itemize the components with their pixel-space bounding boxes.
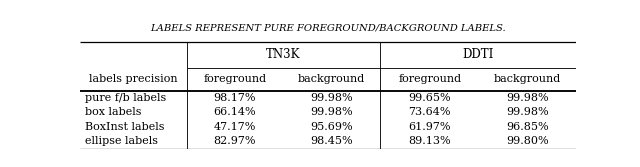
Text: 66.14%: 66.14%	[214, 107, 256, 117]
Text: 99.98%: 99.98%	[506, 93, 549, 103]
Text: 96.85%: 96.85%	[506, 122, 549, 132]
Text: TN3K: TN3K	[266, 48, 301, 61]
Text: foreground: foreground	[398, 74, 461, 84]
Text: 99.98%: 99.98%	[310, 93, 353, 103]
Text: 47.17%: 47.17%	[214, 122, 256, 132]
Text: 99.65%: 99.65%	[408, 93, 451, 103]
Text: 98.45%: 98.45%	[310, 136, 353, 146]
Text: 99.98%: 99.98%	[310, 107, 353, 117]
Text: BoxInst labels: BoxInst labels	[85, 122, 164, 132]
Text: 82.97%: 82.97%	[214, 136, 256, 146]
Text: labels precision: labels precision	[89, 74, 178, 84]
Text: 99.98%: 99.98%	[506, 107, 549, 117]
Text: LABELS REPRESENT PURE FOREGROUND/BACKGROUND LABELS.: LABELS REPRESENT PURE FOREGROUND/BACKGRO…	[150, 24, 506, 33]
Text: 95.69%: 95.69%	[310, 122, 353, 132]
Text: DDTI: DDTI	[462, 48, 493, 61]
Text: 89.13%: 89.13%	[408, 136, 451, 146]
Text: 61.97%: 61.97%	[408, 122, 451, 132]
Text: 99.80%: 99.80%	[506, 136, 549, 146]
Text: pure f/b labels: pure f/b labels	[85, 93, 166, 103]
Text: box labels: box labels	[85, 107, 141, 117]
Text: ellipse labels: ellipse labels	[85, 136, 158, 146]
Text: foreground: foreground	[204, 74, 267, 84]
Text: 73.64%: 73.64%	[408, 107, 451, 117]
Text: background: background	[298, 74, 365, 84]
Text: background: background	[494, 74, 561, 84]
Text: 98.17%: 98.17%	[214, 93, 256, 103]
